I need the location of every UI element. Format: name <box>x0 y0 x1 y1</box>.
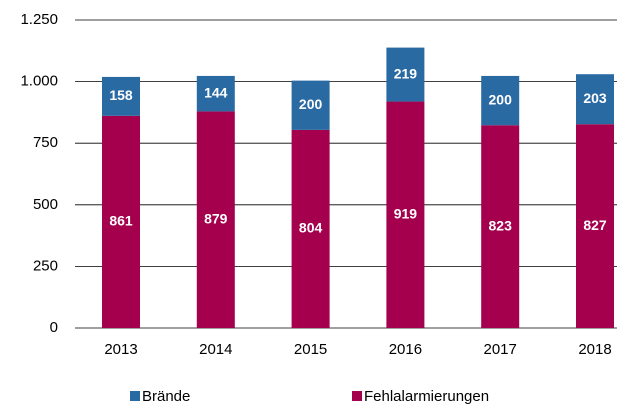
bar-segment <box>102 115 140 328</box>
y-tick-label: 500 <box>33 196 58 213</box>
data-label: 879 <box>204 210 228 226</box>
x-tick-label: 2014 <box>199 341 232 358</box>
data-label: 827 <box>583 217 607 233</box>
x-tick-label: 2016 <box>389 341 422 358</box>
data-label: 861 <box>109 213 133 229</box>
bar-segment <box>481 75 520 126</box>
x-tick-label: 2017 <box>484 341 517 358</box>
bar-segment <box>576 124 614 328</box>
bar-segment <box>386 101 425 328</box>
bar-segment <box>481 125 520 328</box>
y-tick-label: 750 <box>33 134 58 151</box>
x-tick-label: 2018 <box>578 341 611 358</box>
bar-segment <box>291 129 330 328</box>
data-label: 823 <box>489 217 513 233</box>
legend-label: Brände <box>142 388 190 405</box>
bar-segment <box>291 80 330 130</box>
bar-segment <box>196 111 235 328</box>
x-tick-label: 2015 <box>294 341 327 358</box>
y-tick-label: 250 <box>33 257 58 274</box>
data-label: 804 <box>299 220 323 236</box>
data-label: 919 <box>394 205 418 221</box>
bar-segment <box>196 75 235 112</box>
y-tick-label: 1.250 <box>20 11 58 28</box>
bar-segment <box>386 47 425 102</box>
data-label: 158 <box>109 87 133 103</box>
data-label: 144 <box>204 84 228 100</box>
x-tick-label: 2013 <box>104 341 137 358</box>
data-label: 200 <box>299 96 323 112</box>
data-label: 200 <box>489 91 513 107</box>
data-label: 219 <box>394 65 418 81</box>
legend-label: Fehlalarmierungen <box>364 388 489 405</box>
bar-segment <box>102 76 140 116</box>
legend-swatch <box>130 391 140 401</box>
y-tick-label: 0 <box>50 319 58 336</box>
bar-segment <box>576 74 614 125</box>
legend-swatch <box>352 391 362 401</box>
y-tick-label: 1.000 <box>20 73 58 90</box>
data-label: 203 <box>583 90 607 106</box>
